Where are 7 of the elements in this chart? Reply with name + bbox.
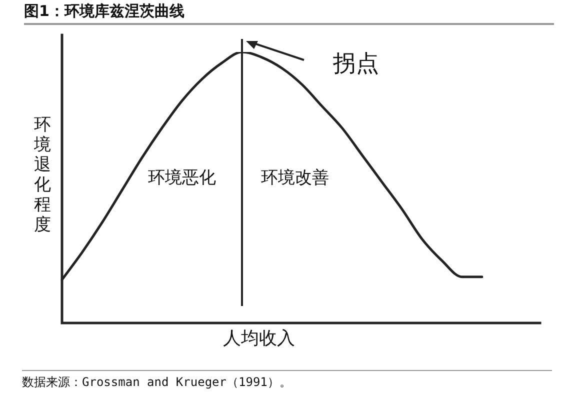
source-note: 数据来源：Grossman and Krueger（1991）。 (22, 370, 552, 391)
chart-title: 图1：环境库兹涅茨曲线 (24, 2, 554, 25)
annotation: 拐点 (333, 50, 379, 79)
x-axis-title: 人均收入 (223, 327, 295, 350)
annotation: 环境改善 (261, 167, 329, 189)
y-axis-title: 环境退化程度 (34, 115, 52, 235)
annotation: 环境恶化 (148, 167, 216, 189)
